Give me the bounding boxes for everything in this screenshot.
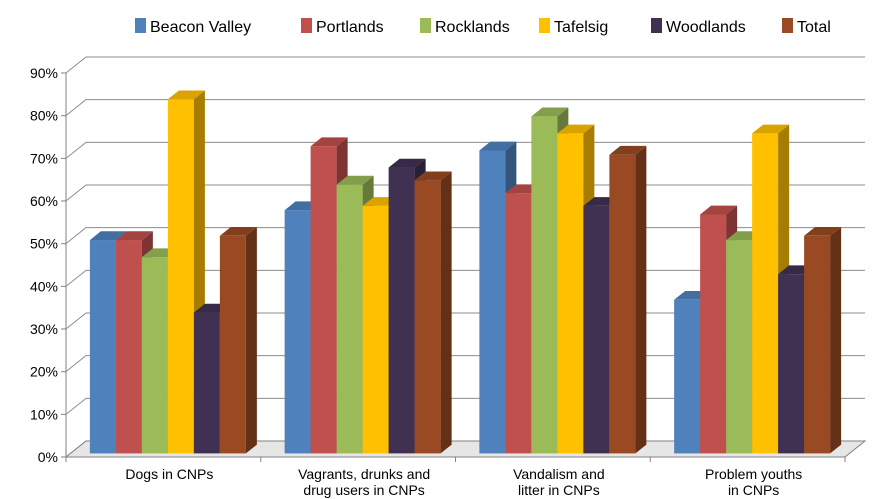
bar-front: [609, 154, 636, 454]
back-wall: [86, 57, 865, 441]
bar-side: [830, 227, 842, 454]
legend-item: Portlands: [301, 18, 384, 36]
gridline: [65, 141, 865, 159]
bar-front: [479, 150, 506, 454]
chart-floor: [64, 440, 867, 462]
y-tick-label: 0%: [38, 449, 58, 465]
bar-top: [89, 231, 127, 241]
gridline: [65, 56, 865, 74]
legend-label: Tafelsig: [554, 19, 608, 36]
y-axis-tick-labels: 0% 10% 20% 30% 40% 50% 60% 70% 80% 90%: [30, 65, 58, 465]
bar-front: [778, 274, 805, 454]
chart-back-wall: [65, 57, 865, 457]
y-tick-label: 20%: [30, 364, 58, 380]
bar-top: [167, 90, 205, 100]
legend-item: Total: [782, 18, 831, 36]
legend-item: Woodlands: [651, 18, 746, 36]
bar: [804, 227, 842, 454]
bar-front: [89, 240, 116, 454]
bar: [414, 171, 452, 454]
legend-swatch: [539, 18, 550, 33]
bar-side: [635, 145, 647, 454]
bar-side: [245, 227, 257, 454]
category-label: Vagrants, drunks and drug users in CNPs: [298, 466, 430, 498]
bar-top: [414, 171, 452, 181]
bar-front: [726, 240, 753, 454]
x-axis-category-labels: Dogs in CNPs Vagrants, drunks and drug use…: [125, 466, 802, 498]
legend-swatch: [301, 18, 312, 33]
bar-top: [115, 231, 153, 241]
bar-top: [479, 141, 517, 151]
bar-top: [609, 145, 647, 155]
bar-front: [362, 205, 389, 454]
legend-item: Beacon Valley: [135, 18, 251, 36]
bar-front: [284, 210, 311, 454]
category-label: Dogs in CNPs: [125, 466, 213, 482]
bar: [609, 145, 647, 454]
bar-front: [141, 257, 168, 454]
bar-top: [310, 137, 348, 147]
y-tick-label: 80%: [30, 108, 58, 124]
bar-front: [505, 193, 532, 454]
bar-top: [804, 227, 842, 236]
bar: [219, 227, 257, 454]
y-tick-label: 70%: [30, 150, 58, 166]
bar-front: [414, 180, 441, 454]
legend-item: Tafelsig: [539, 18, 608, 36]
bar-front: [115, 240, 142, 454]
y-tick-label: 40%: [30, 278, 58, 294]
y-tick-label: 30%: [30, 321, 58, 337]
legend-label: Total: [797, 19, 831, 36]
legend-swatch: [135, 18, 146, 33]
bar-front: [193, 312, 220, 454]
bar-front: [674, 299, 701, 454]
floor: [64, 440, 867, 458]
legend-swatch: [782, 18, 793, 33]
category-label: Problem youths in CNPs: [705, 466, 802, 498]
y-tick-label: 90%: [30, 65, 58, 81]
y-tick-label: 10%: [30, 406, 58, 422]
bar-top: [531, 107, 569, 117]
gridline: [65, 184, 865, 202]
bar-side: [440, 171, 452, 454]
bar-top: [557, 124, 595, 134]
bars: [89, 90, 842, 454]
bar-front: [531, 116, 558, 454]
bar-top: [752, 124, 790, 134]
legend-item: Rocklands: [420, 18, 510, 36]
bar-top: [219, 227, 257, 236]
bar-front: [388, 167, 415, 454]
legend: Beacon Valley Portlands Rocklands Tafelsig W…: [135, 18, 831, 36]
legend-label: Portlands: [316, 19, 384, 36]
bar-front: [310, 146, 337, 454]
y-tick-label: 50%: [30, 236, 58, 252]
bar-front: [167, 99, 194, 454]
legend-label: Rocklands: [435, 19, 510, 36]
bar-front: [336, 184, 363, 454]
bar-top: [700, 205, 738, 215]
y-tick-label: 60%: [30, 193, 58, 209]
bar-front: [700, 214, 727, 454]
legend-swatch: [420, 18, 431, 33]
category-label: Vandalism and litter in CNPs: [513, 466, 605, 498]
bar-front: [557, 133, 584, 454]
bar-front: [752, 133, 779, 454]
bar-front: [583, 205, 610, 454]
bar-top: [388, 158, 426, 168]
bar-front: [804, 235, 831, 454]
gridline: [65, 99, 865, 117]
bar-top: [336, 175, 374, 185]
legend-label: Woodlands: [666, 19, 746, 36]
legend-swatch: [651, 18, 662, 33]
bar-front: [219, 235, 246, 454]
legend-label: Beacon Valley: [150, 19, 251, 36]
